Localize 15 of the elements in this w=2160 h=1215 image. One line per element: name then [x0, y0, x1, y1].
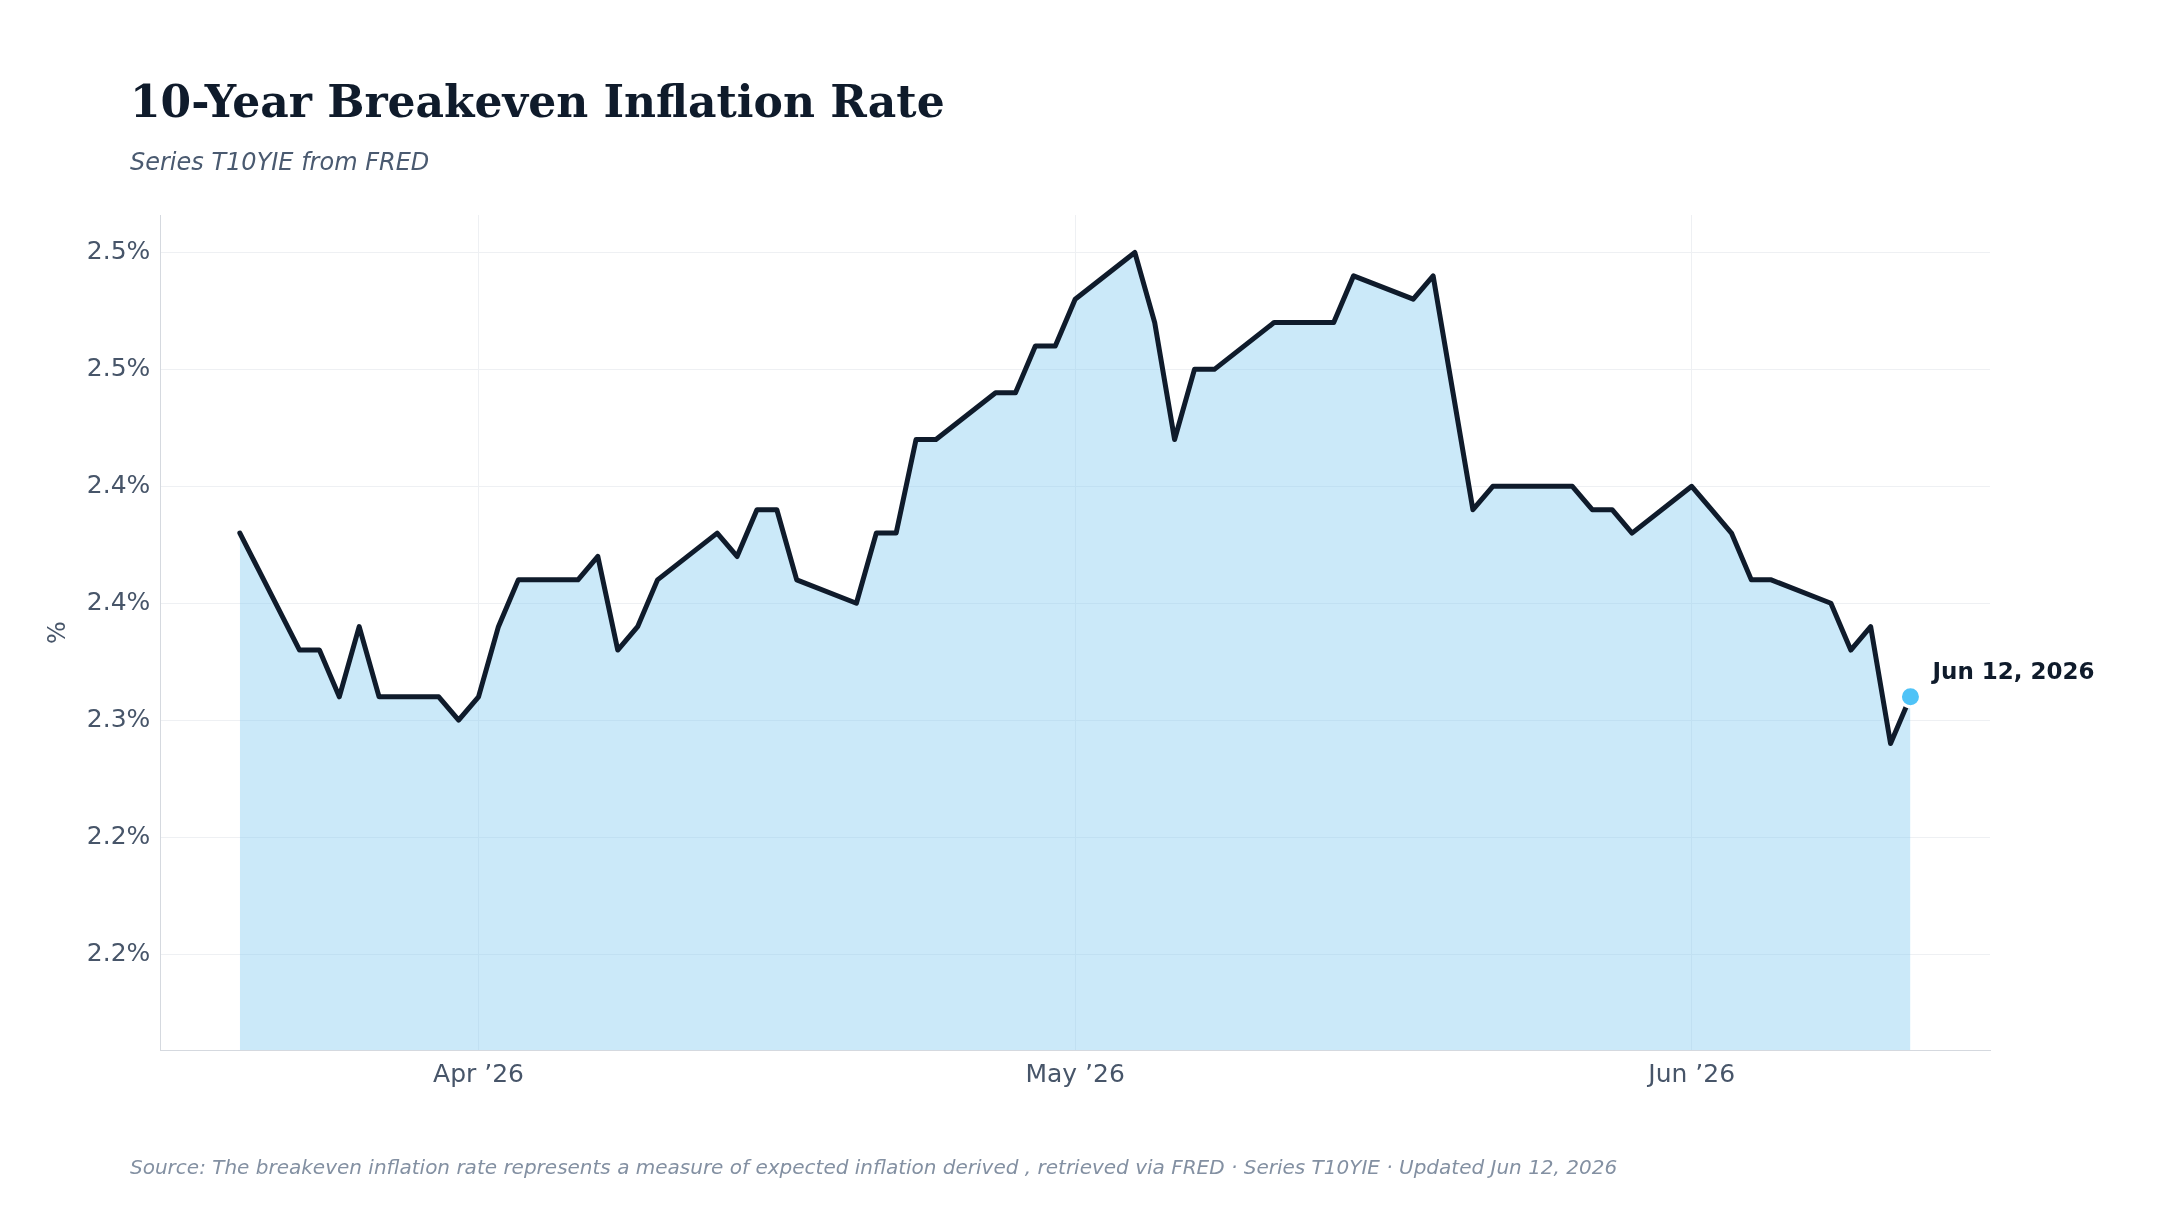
y-axis-title: %: [42, 621, 71, 644]
x-tick-label: Apr ’26: [433, 1058, 524, 1088]
y-tick-label: 2.2%: [86, 937, 151, 967]
x-tick-label: Jun ’26: [1646, 1058, 1736, 1088]
chart-subtitle: Series T10YIE from FRED: [130, 148, 430, 176]
y-tick-label: 2.5%: [86, 235, 151, 265]
y-tick-label: 2.4%: [86, 469, 151, 499]
y-tick-label: 2.2%: [86, 820, 151, 850]
x-tick-label: May ’26: [1025, 1058, 1125, 1088]
source-note: Source: The breakeven inflation rate represents a measure of expected inflation derived , retrieved via FRED · Series T10YIE · Updated Jun 12, 2026: [130, 1155, 1618, 1179]
y-tick-label: 2.5%: [86, 352, 151, 382]
y-tick-label: 2.3%: [86, 703, 151, 733]
chart-title: 10-Year Breakeven Inflation Rate: [130, 76, 945, 127]
annotation: Jun 12, 2026: [1930, 658, 2095, 685]
y-tick-label: 2.4%: [86, 586, 151, 616]
